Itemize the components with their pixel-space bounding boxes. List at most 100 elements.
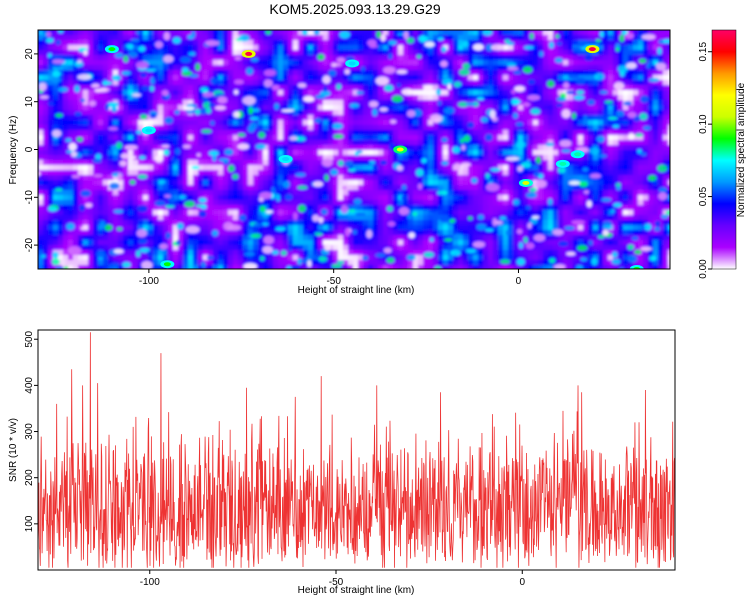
heatmap-cell xyxy=(318,145,324,151)
heatmap-cell xyxy=(323,220,329,226)
heatmap-cell xyxy=(188,115,194,121)
heatmap-cell xyxy=(63,225,69,231)
heatmap-cell xyxy=(538,120,544,126)
heatmap-cell xyxy=(613,70,619,76)
heatmap-cell xyxy=(98,215,104,221)
heatmap-cell xyxy=(623,210,629,216)
heatmap-cell xyxy=(638,145,644,151)
heatmap-cell xyxy=(168,145,174,151)
heatmap-cell xyxy=(178,115,184,121)
heatmap-cell xyxy=(368,55,374,61)
heatmap-cell xyxy=(548,180,554,186)
heatmap-cell xyxy=(378,120,384,126)
heatmap-cell xyxy=(658,150,664,156)
heatmap-cell xyxy=(463,200,469,206)
heatmap-cell xyxy=(98,50,104,56)
heatmap-cell xyxy=(538,190,544,196)
heatmap-cell xyxy=(278,55,284,61)
heatmap-cell xyxy=(648,105,654,111)
heatmap-cell xyxy=(408,125,414,131)
heatmap-cell xyxy=(38,185,44,191)
heatmap-cell xyxy=(593,205,599,211)
heatmap-cell xyxy=(518,170,524,176)
heatmap-cell xyxy=(438,165,444,171)
heatmap-cell xyxy=(203,195,209,201)
heatmap-cell xyxy=(298,150,304,156)
heatmap-cell xyxy=(628,30,634,36)
heatmap-cell xyxy=(493,130,499,136)
heatmap-cell xyxy=(348,75,354,81)
heatmap-cell xyxy=(428,220,434,226)
heatmap-cell xyxy=(78,215,84,221)
heatmap-cell xyxy=(608,70,614,76)
heatmap-cell xyxy=(458,175,464,181)
heatmap-cell xyxy=(173,30,179,36)
heatmap-cell xyxy=(253,105,259,111)
heatmap-cell xyxy=(668,160,670,166)
heatmap-cell xyxy=(593,180,599,186)
heatmap-cell xyxy=(363,215,369,221)
heatmap-cell xyxy=(478,190,484,196)
heatmap-cell xyxy=(568,115,574,121)
heatmap-cell xyxy=(328,50,334,56)
heatmap-cell xyxy=(408,105,414,111)
heatmap-cell xyxy=(403,130,409,136)
heatmap-cell xyxy=(53,35,59,41)
heatmap-cell xyxy=(153,150,159,156)
heatmap-cell xyxy=(233,70,239,76)
heatmap-cell xyxy=(623,80,629,86)
heatmap-cell xyxy=(643,85,649,91)
heatmap-cell xyxy=(423,170,429,176)
heatmap-cell xyxy=(658,135,664,141)
heatmap-cell xyxy=(48,225,54,231)
heatmap-cell xyxy=(413,65,419,71)
heatmap-cell xyxy=(658,130,664,136)
heatmap-cell xyxy=(438,195,444,201)
heatmap-cell xyxy=(183,160,189,166)
heatmap-cell xyxy=(498,100,504,106)
heatmap-cell xyxy=(148,90,154,96)
heatmap-cell xyxy=(538,65,544,71)
heatmap-cell xyxy=(653,60,659,66)
heatmap-cell xyxy=(198,215,204,221)
heatmap-cell xyxy=(578,165,584,171)
heatmap-cell xyxy=(103,205,109,211)
heatmap-cell xyxy=(308,30,314,36)
heatmap-cell xyxy=(638,35,644,41)
heatmap-cell xyxy=(183,30,189,36)
heatmap-cell xyxy=(403,175,409,181)
heatmap-cell xyxy=(378,105,384,111)
heatmap-cell xyxy=(363,50,369,56)
heatmap-cell xyxy=(483,155,489,161)
heatmap-cell xyxy=(268,215,274,221)
heatmap-cell xyxy=(63,80,69,86)
heatmap-cell xyxy=(623,115,629,121)
heatmap-cell xyxy=(308,165,314,171)
heatmap-cell xyxy=(473,210,479,216)
heatmap-cell xyxy=(153,170,159,176)
heatmap-cell xyxy=(178,90,184,96)
heatmap-cell xyxy=(223,40,229,46)
heatmap-cell xyxy=(508,205,514,211)
heatmap-cell xyxy=(358,135,364,141)
heatmap-cell xyxy=(348,125,354,131)
heatmap-cell xyxy=(198,185,204,191)
heatmap-cell xyxy=(438,105,444,111)
heatmap-cell xyxy=(288,140,294,146)
heatmap-cell xyxy=(83,135,89,141)
heatmap-cell xyxy=(503,125,509,131)
heatmap-cell xyxy=(188,30,194,36)
heatmap-cell xyxy=(328,145,334,151)
heatmap-cell xyxy=(218,160,224,166)
heatmap-cell xyxy=(578,170,584,176)
heatmap-cell xyxy=(588,130,594,136)
heatmap-cell xyxy=(648,75,654,81)
heatmap-cell xyxy=(108,220,114,226)
heatmap-cell xyxy=(373,45,379,51)
heatmap-cell xyxy=(198,120,204,126)
heatmap-cell xyxy=(213,125,219,131)
heatmap-cell xyxy=(528,105,534,111)
heatmap-cell xyxy=(148,95,154,101)
heatmap-cell xyxy=(538,135,544,141)
heatmap-cell xyxy=(253,95,259,101)
